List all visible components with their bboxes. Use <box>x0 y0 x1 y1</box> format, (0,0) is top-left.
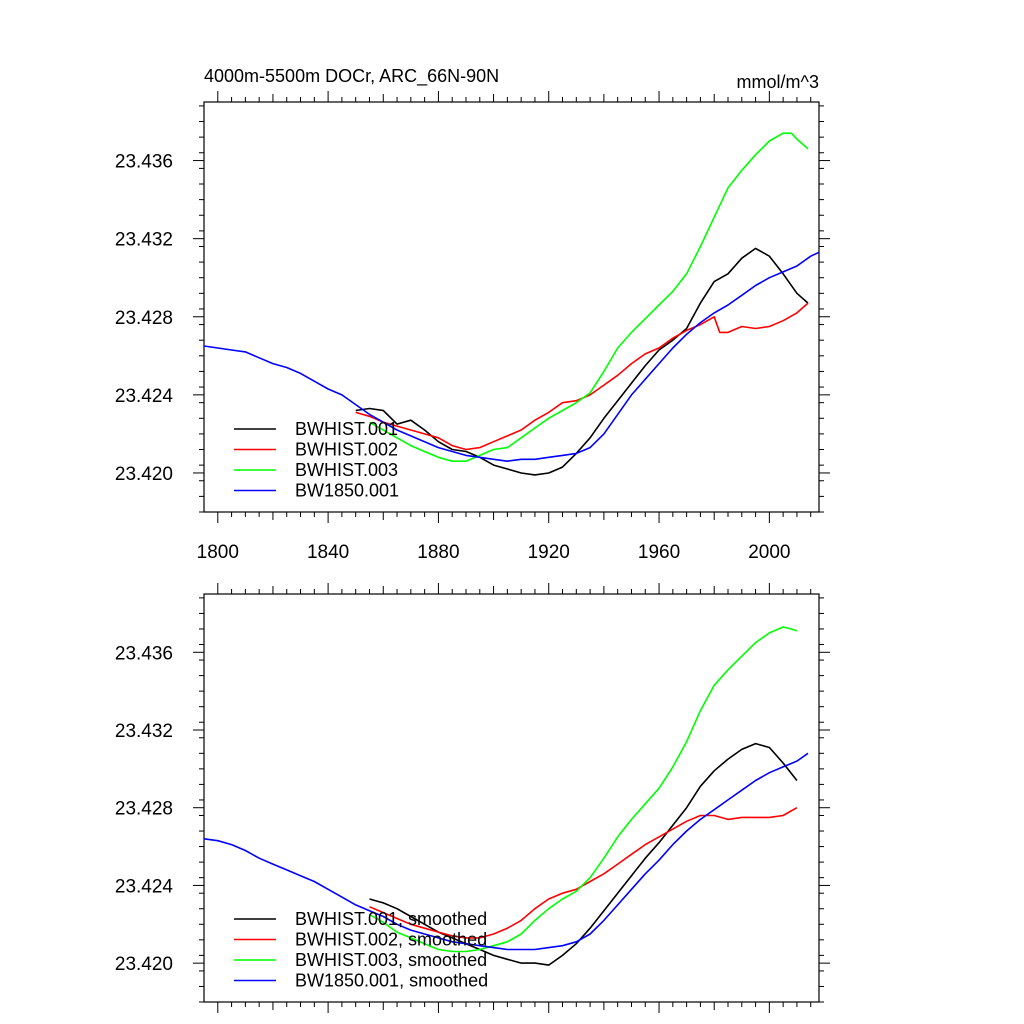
chart-panel-2: 23.420 23.424 23.428 23.432 23.436 BWHIST.001… <box>115 583 830 1013</box>
y-tick-label: 23.428 <box>115 308 173 329</box>
x-tick-label: 1840 <box>307 542 349 563</box>
x-tick-label: 1920 <box>528 542 570 563</box>
series-line-4 <box>203 752 809 951</box>
legend-label: BW1850.001, smoothed <box>295 971 488 991</box>
y-tick-label: 23.424 <box>115 386 174 407</box>
legend-label: BWHIST.002, smoothed <box>295 930 487 950</box>
series-line-4 <box>203 251 820 463</box>
y-tick-label: 23.432 <box>115 230 173 251</box>
series-line-3 <box>369 626 798 953</box>
legend-label: BWHIST.001 <box>295 419 398 439</box>
y-tick-label: 23.424 <box>115 876 174 897</box>
x-tick-label: 1880 <box>417 542 459 563</box>
y-tick-label: 23.428 <box>115 799 173 820</box>
chart-title: 4000m-5500m DOCr, ARC_66N-90N <box>204 66 499 87</box>
y-tick-label: 23.436 <box>115 152 173 173</box>
plot-frame <box>203 593 820 1003</box>
chart-panel-1: 1800 1840 1880 1920 1960 2000 23.420 23.424 23.4… <box>115 66 830 563</box>
series-line-2 <box>355 302 809 451</box>
x-tick-label: 2000 <box>748 542 790 563</box>
units-label: mmol/m^3 <box>737 72 819 92</box>
y-tick-label: 23.436 <box>115 643 173 664</box>
legend-label: BWHIST.002 <box>295 440 398 460</box>
y-tick-label: 23.420 <box>115 954 173 975</box>
y-tick-label: 23.420 <box>115 464 173 485</box>
plot-frame <box>203 101 820 513</box>
y-tick-label: 23.432 <box>115 721 173 742</box>
x-tick-label: 1800 <box>197 542 239 563</box>
series-line-3 <box>369 132 809 463</box>
legend-label: BWHIST.003, smoothed <box>295 950 487 970</box>
legend-label: BWHIST.001, smoothed <box>295 909 487 929</box>
legend-label: BWHIST.003 <box>295 460 398 480</box>
x-tick-label: 1960 <box>638 542 680 563</box>
legend-label: BW1850.001 <box>295 481 399 501</box>
